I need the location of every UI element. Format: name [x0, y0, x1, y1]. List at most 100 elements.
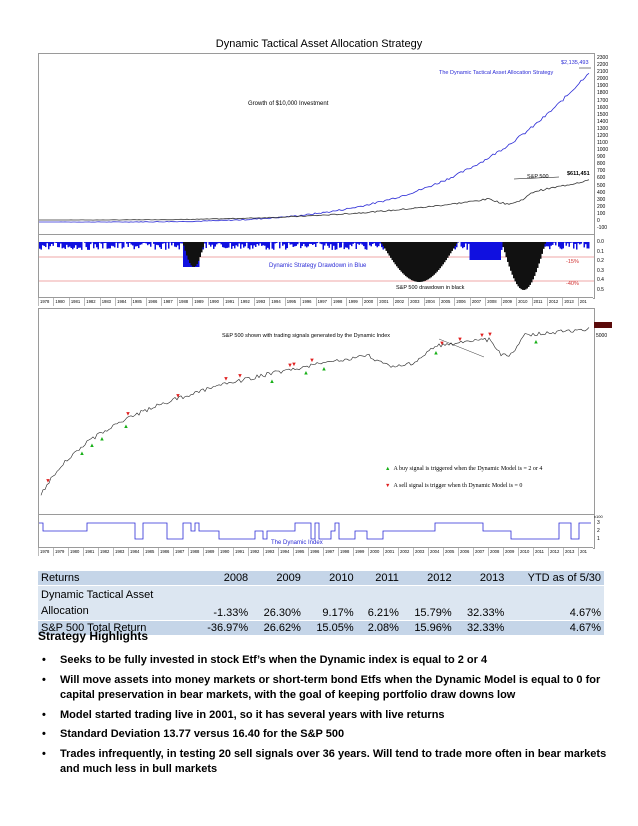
strategy-drawdown-bar [105, 242, 107, 243]
strategy-drawdown-bar [562, 242, 564, 249]
sp500-drawdown-bar [430, 242, 432, 278]
strategy-drawdown-bar [126, 242, 128, 244]
strategy-drawdown-bar [289, 242, 291, 245]
year-tick-label: 1981 [83, 548, 98, 556]
sp500-drawdown-bar [453, 242, 455, 249]
year-tick-label: 2009 [500, 298, 516, 306]
sell-signal-marker: ▼ [175, 394, 181, 400]
sp500-drawdown-bar [535, 242, 537, 273]
strategy-drawdown-bar [570, 242, 572, 243]
strategy-drawdown-bar [457, 242, 459, 243]
year-tick-label: 2004 [423, 298, 439, 306]
sp500-drawdown-bar [543, 242, 545, 249]
drawdown-strategy-label: Dynamic Strategy Drawdown in Blue [269, 263, 367, 269]
strategy-drawdown-bar [238, 242, 240, 244]
strategy-drawdown-bar [156, 242, 158, 245]
strategy-drawdown-bar [495, 242, 497, 260]
strategy-drawdown-bar [579, 242, 581, 245]
growth-tick-label: 2300 [597, 55, 609, 61]
strategy-drawdown-bar [276, 242, 278, 243]
year-tick-label: 1996 [300, 298, 315, 306]
strategy-end-value: $2,135,493 [561, 60, 589, 66]
strategy-drawdown-bar [163, 242, 165, 244]
growth-tick-label: 1600 [597, 104, 609, 111]
year-tick-label: 2002 [392, 298, 408, 306]
strategy-drawdown-bar [43, 242, 45, 247]
strategy-drawdown-bar [165, 242, 167, 250]
sp500-drawdown-bar [381, 242, 383, 244]
strategy-drawdown-bar [334, 242, 336, 250]
strategy-drawdown-bar [180, 242, 182, 244]
strategy-drawdown-bar [70, 242, 72, 249]
year-tick-label: 1989 [203, 548, 218, 556]
strategy-drawdown-bar [208, 242, 210, 245]
cell: -1.33% [194, 585, 252, 621]
growth-tick-label: 600 [597, 175, 606, 182]
strategy-drawdown-bar [85, 242, 87, 248]
sp500-drawdown-bar [198, 242, 200, 261]
drawdown-tick-label: 0.0 [597, 239, 604, 245]
row-label-line: Allocation [41, 605, 89, 617]
strategy-drawdown-bar [321, 242, 323, 245]
strategy-drawdown-bar [259, 242, 261, 244]
strategy-drawdown-bar [204, 242, 206, 244]
sp500-drawdown-bar [514, 242, 516, 282]
sp500-drawdown-bar [418, 242, 420, 282]
highlight-item: Model started trading live in 2001, so i… [42, 708, 610, 724]
year-tick-label: 1996 [308, 548, 323, 556]
highlight-item: Seeks to be fully invested in stock Etf’… [42, 653, 610, 669]
index-tick-label: 2 [597, 528, 600, 534]
year-tick-label: 1999 [346, 298, 361, 306]
strategy-drawdown-bar [144, 242, 146, 243]
sp500-drawdown-bar [540, 242, 542, 259]
growth-tick-label: 1900 [597, 83, 609, 90]
strategy-drawdown-bar [100, 242, 102, 244]
strategy-drawdown-bar [205, 242, 207, 249]
growth-tick-label: 1200 [597, 132, 609, 139]
strategy-drawdown-bar [348, 242, 350, 250]
strategy-drawdown-bar [226, 242, 228, 248]
strategy-drawdown-bar [217, 242, 219, 244]
cell: 9.17% [303, 585, 357, 621]
sp500-drawdown-bar [445, 242, 447, 261]
sp500-drawdown-bar [436, 242, 438, 272]
signals-value-label: 5000 [596, 333, 608, 339]
growth-tick-label: 1500 [597, 111, 609, 118]
sp500-drawdown-bar [447, 242, 449, 258]
strategy-drawdown-bar [81, 242, 83, 250]
strategy-drawdown-bar [282, 242, 284, 246]
sp500-drawdown-bar [529, 242, 531, 285]
strategy-drawdown-bar [246, 242, 248, 243]
year-tick-label: 1997 [315, 298, 331, 306]
growth-tick-label: 1400 [597, 118, 609, 125]
sp500-drawdown-bar [444, 242, 446, 263]
growth-y-axis: 2300 2200 2100 2000 1900 1800 1700 1600 1500 1400… [594, 53, 614, 233]
strategy-drawdown-bar [307, 242, 309, 247]
buy-signal-marker: ▲ [269, 379, 275, 385]
row-label-line: Dynamic Tactical Asset [41, 589, 154, 601]
sp500-drawdown-bar [387, 242, 389, 254]
strategy-drawdown-bar [381, 242, 383, 248]
year-tick-label: 2005 [438, 298, 454, 306]
year-tick-label: 1999 [353, 548, 368, 556]
strategy-drawdown-bar [583, 242, 585, 248]
sell-signal-legend: ▼ A sell signal is trigger when th Dynam… [385, 483, 522, 489]
sp500-drawdown-bar [456, 242, 458, 244]
strategy-drawdown-bar [147, 242, 149, 246]
sp500-drawdown-bar [399, 242, 401, 270]
year-tick-label: 1994 [269, 298, 284, 306]
strategy-drawdown-bar [343, 242, 345, 250]
growth-tick-label: 400 [597, 189, 606, 196]
strategy-drawdown-bar [250, 242, 252, 246]
highlight-item: Trades infrequently, in testing 20 sell … [42, 747, 610, 778]
year-tick-label: 2006 [454, 298, 469, 306]
strategy-drawdown-bar [177, 242, 179, 246]
strategy-drawdown-bar [351, 242, 353, 247]
sp500-drawdown-bar [417, 242, 419, 282]
drawdown-chart: Dynamic Strategy Drawdown in Blue S&P 50… [38, 234, 595, 299]
strategy-drawdown-bar [216, 242, 218, 245]
year-tick-label: 1985 [143, 548, 158, 556]
sp500-drawdown-bar [526, 242, 528, 289]
strategy-drawdown-bar [243, 242, 245, 248]
year-tick-label: 1983 [99, 298, 115, 306]
